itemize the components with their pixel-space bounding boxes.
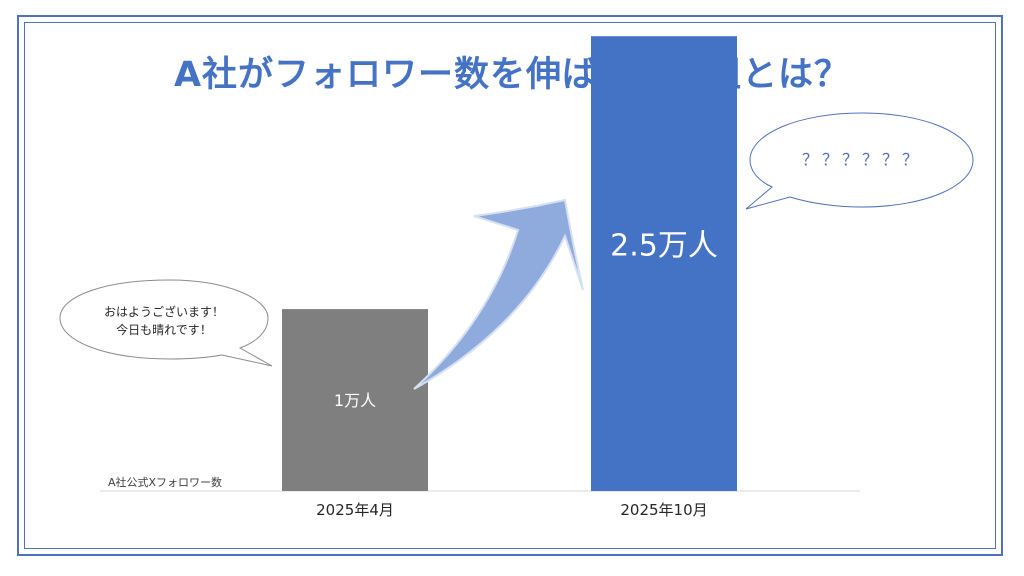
- left-speech-bubble: [59, 279, 273, 367]
- left-bubble-line-2: 今日も晴れです！: [116, 322, 212, 337]
- left-bubble-line-1: おはようございます！: [104, 304, 224, 319]
- data-label-october: 2.5万人: [610, 229, 718, 264]
- right-bubble-text: ？？？？？？: [802, 150, 922, 169]
- x-tick-label-october: 2025年10月: [620, 501, 707, 519]
- bar-april: [282, 309, 428, 491]
- inner-frame: [24, 22, 996, 549]
- outer-frame: [17, 15, 1003, 556]
- bar-october: [591, 36, 737, 491]
- x-tick-label-april: 2025年4月: [316, 501, 394, 519]
- data-label-april: 1万人: [334, 391, 376, 410]
- right-speech-bubble: [745, 112, 974, 210]
- y-axis-label: A社公式Xフォロワー数: [108, 475, 222, 489]
- growth-arrow-icon: [413, 198, 584, 390]
